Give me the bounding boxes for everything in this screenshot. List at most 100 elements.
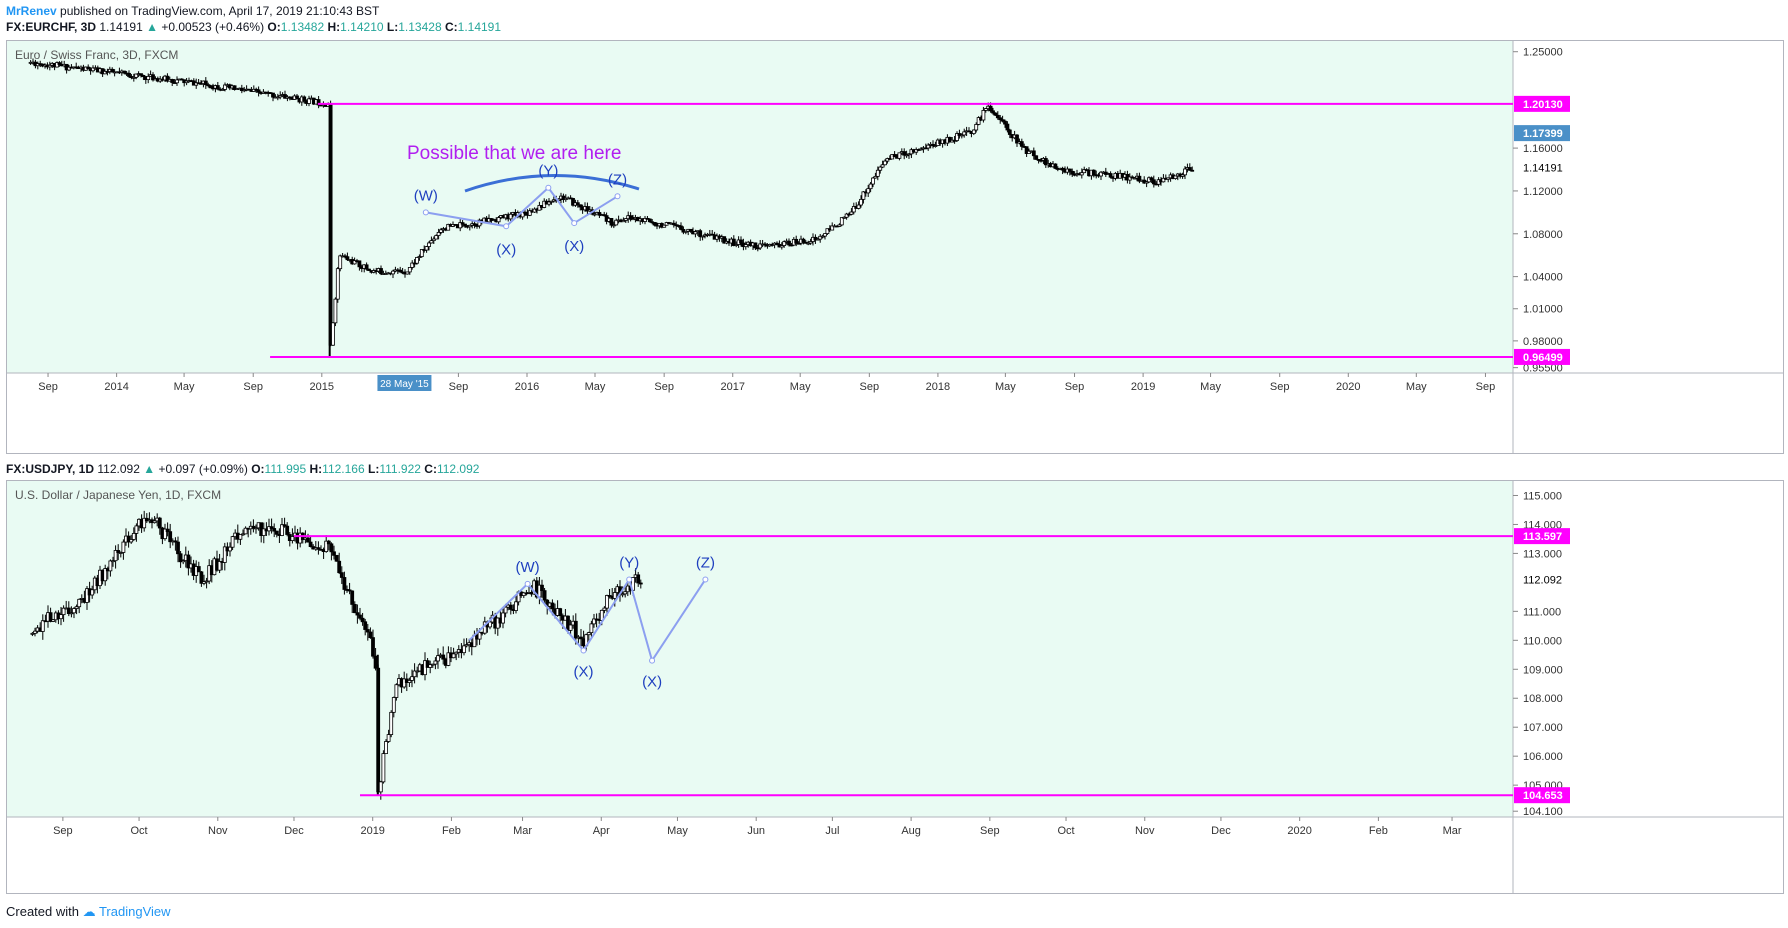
candle-body [472, 223, 477, 226]
candle-body [118, 552, 123, 554]
candle-body [477, 631, 482, 640]
candle-body [217, 561, 222, 571]
candle-body [662, 224, 667, 228]
chart2-symbol[interactable]: FX:USDJPY, 1D [6, 462, 95, 476]
x-tick-label: Jun [747, 825, 765, 837]
candle-body [417, 256, 422, 258]
y-tick-label: 110.000 [1523, 635, 1562, 647]
x-tick-label: Oct [130, 825, 147, 837]
candle-body [775, 242, 779, 245]
candle-body [527, 210, 532, 216]
tradingview-logo-icon[interactable]: ☁ TradingView [82, 904, 171, 919]
chart1-svg[interactable]: Euro / Swiss Franc, 3D, FXCM 1.25000 1.160… [7, 41, 1783, 453]
candle-body [861, 191, 866, 200]
candle-body [825, 228, 830, 234]
publish-info: published on TradingView.com, April 17, … [60, 4, 380, 18]
candle-body [739, 239, 743, 244]
candle-body [407, 267, 412, 273]
candle-body [446, 223, 451, 231]
candle-body [859, 198, 863, 206]
candle-body [698, 230, 703, 238]
candle-body [446, 652, 451, 666]
y-tick-label: 113.000 [1523, 548, 1562, 560]
candle-body [1099, 171, 1103, 177]
x-tick-label: Feb [1369, 825, 1388, 837]
candle-body [451, 653, 456, 659]
y-tick-label: 1.08000 [1523, 229, 1563, 241]
x-tick-label: 2018 [926, 381, 950, 393]
y-tick-label: 115.000 [1523, 490, 1562, 502]
candle-body [424, 246, 429, 251]
x-tick-label: Aug [901, 825, 921, 837]
candle-body [1173, 175, 1178, 179]
annotation-text: Possible that we are here [407, 143, 621, 164]
candle-body [436, 232, 441, 236]
candle-body [363, 621, 368, 630]
y-tick-label: 108.000 [1523, 693, 1563, 705]
chart-title: U.S. Dollar / Japanese Yen, 1D, FXCM [15, 488, 221, 502]
x-tick-label: Oct [1057, 825, 1074, 837]
candle-body [1166, 177, 1171, 180]
candle-body [1027, 150, 1031, 154]
wave-path [468, 577, 707, 663]
candle-body [165, 528, 170, 533]
candle-body [1031, 150, 1036, 157]
candle-body [386, 734, 391, 742]
candle-body [139, 73, 143, 76]
candle-body [151, 74, 155, 81]
wave-point [580, 647, 587, 654]
price-tag-label: 0.96499 [1523, 352, 1563, 364]
candle-body [849, 211, 854, 215]
chart1-low: 1.13428 [398, 20, 442, 34]
chart1-open: 1.13482 [280, 20, 325, 34]
chart2-high: 112.166 [322, 462, 365, 476]
candle-body [991, 110, 995, 114]
candle-body [878, 166, 883, 171]
candle-body [1019, 141, 1024, 147]
candle-body [1039, 159, 1043, 162]
up-arrow-icon: ▲ [146, 20, 158, 34]
candle-body [787, 240, 791, 246]
price-tag [1514, 95, 1570, 112]
candle-body [623, 591, 628, 595]
candle-body [66, 607, 71, 614]
chart2-svg[interactable]: U.S. Dollar / Japanese Yen, 1D, FXCM 115.… [7, 481, 1783, 893]
candle-body [30, 632, 35, 635]
chart1-panel[interactable]: Euro / Swiss Franc, 3D, FXCM 1.25000 1.160… [6, 40, 1784, 454]
candle-body [405, 271, 410, 275]
candle-body [365, 629, 370, 633]
x-tick-label: May [1406, 381, 1427, 393]
candle-body [842, 216, 847, 219]
candle-body [251, 525, 256, 529]
candle-body [436, 655, 440, 662]
candle-body [578, 204, 583, 208]
author-link[interactable]: MrRenev [6, 4, 57, 18]
candle-body [146, 75, 151, 81]
candle-body [1034, 155, 1039, 160]
candle-body [612, 592, 617, 599]
price-tag-label: 104.653 [1523, 790, 1563, 802]
candle-body [228, 546, 232, 552]
x-tick-label: 2019 [360, 825, 384, 837]
candle-body [272, 528, 277, 532]
candle-body [602, 214, 607, 217]
candle-body [220, 89, 225, 91]
candle-body [307, 98, 311, 104]
candle-body [91, 67, 95, 72]
chart2-panel[interactable]: U.S. Dollar / Japanese Yen, 1D, FXCM 115.… [6, 480, 1784, 894]
wave-label: (X) [642, 674, 662, 691]
candle-body [464, 644, 469, 647]
chart1-symbol[interactable]: FX:EURCHF, 3D [6, 20, 97, 34]
candle-body [620, 593, 625, 596]
candle-body [334, 554, 339, 562]
candle-body [558, 608, 563, 617]
candle-body [1149, 177, 1154, 181]
candle-body [933, 145, 938, 147]
candle-body [926, 144, 931, 149]
candle-body [1137, 175, 1142, 182]
candle-body [755, 247, 760, 250]
chart2-low: 111.922 [379, 462, 421, 476]
candle-body [971, 129, 976, 134]
candle-body [283, 94, 287, 99]
candle-body [652, 222, 657, 226]
